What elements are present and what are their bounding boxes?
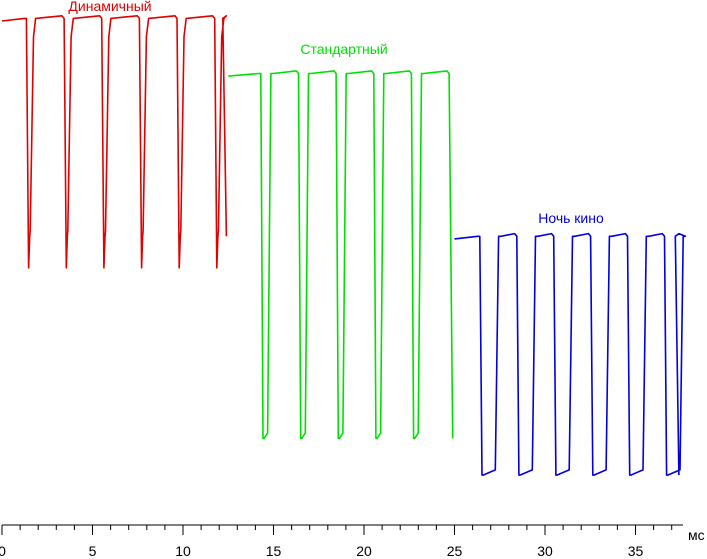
x-ticks: 0 5 10 15 20 25 30 35 [0,525,673,559]
x-tick-label: 35 [628,543,644,559]
series-label: Стандартный [300,41,387,57]
x-tick-label: 30 [537,543,553,559]
x-tick-label: 10 [175,543,191,559]
x-tick-label: 5 [89,543,97,559]
x-tick-label: 0 [0,543,6,559]
x-axis-unit-label: мс [688,527,705,543]
series-label: Ночь кино [538,210,604,226]
series-lines [1,15,687,476]
x-tick-label: 20 [356,543,372,559]
series-label: Динамичный [68,0,151,14]
series-line [1,15,228,269]
series-line [228,70,454,440]
x-tick-label: 15 [266,543,282,559]
series-line [454,232,687,476]
series-labels: Динамичный Стандартный Ночь кино [68,0,604,226]
x-tick-label: 25 [447,543,463,559]
